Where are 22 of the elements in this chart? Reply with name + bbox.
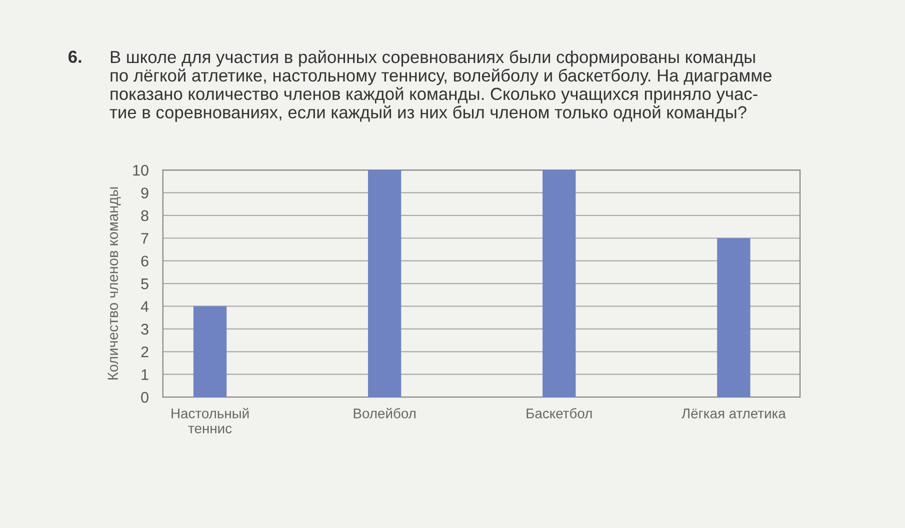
y-tick-label: 10 [133,164,148,176]
chart-title: В школе для участия в районных соревнованиях были сформированы команды по лёгкой атлетике, настольному теннису, волейболу и баскетболу. На диаграмме показано количество членов каждой команды. Сколько учащихся приняло учас- тие в соревнованиях, если каждый из них был членом только одной команды? [110,50,772,122]
y-tick-label: 1 [142,369,148,380]
x-tick-label: Баскетбол [526,408,592,418]
bar [368,170,402,398]
y-tick-label: 0 [141,392,148,403]
bar [717,238,750,398]
bar [193,306,227,398]
y-tick-label: 8 [141,210,148,222]
y-tick-label: 7 [141,233,148,244]
y-axis-title: Количество членов команды [108,187,121,380]
y-tick-label: 9 [141,188,148,198]
text: 6. [68,50,82,63]
y-tick-label: 5 [141,278,148,290]
bar [542,170,576,398]
y-tick-label: 4 [140,301,149,312]
y-tick-label: 6 [141,256,148,267]
x-tick-label: Настольный теннис [172,408,249,434]
y-tick-label: 3 [141,324,148,335]
x-tick-label: Волейбол [354,408,416,418]
y-tick-label: 2 [141,346,148,358]
x-tick-label: Лёгкая атлетика [682,408,786,418]
